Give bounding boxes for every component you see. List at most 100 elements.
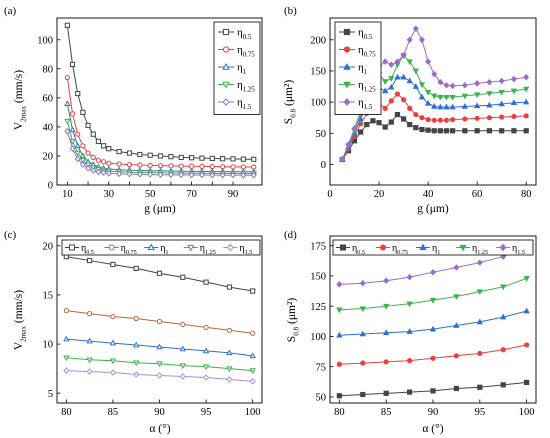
legend-entry: η0.75 — [121, 243, 137, 256]
legend-entry-main: η — [472, 243, 477, 254]
square-marker — [251, 156, 257, 162]
y-axis-label-sub: 2max — [19, 106, 27, 122]
square-marker — [126, 150, 133, 156]
x-tick-label: 90 — [428, 407, 439, 418]
square-marker — [226, 284, 232, 290]
series-0 — [63, 254, 256, 294]
square-marker — [499, 128, 505, 134]
x-tick-label: 80 — [334, 407, 345, 418]
triangle-marker — [202, 347, 210, 354]
x-tick-label: 30 — [104, 189, 115, 200]
legend-entry-main: η — [358, 62, 364, 74]
diamond-marker — [79, 161, 86, 168]
legend-entry-sub: 0.75 — [126, 249, 137, 256]
diamond-marker — [100, 169, 107, 176]
legend-entry-main: η — [358, 79, 364, 91]
legend-entry-main: η — [81, 243, 86, 254]
triangle-down-marker — [498, 89, 505, 96]
circle-marker — [147, 162, 153, 168]
circle-marker — [406, 358, 413, 364]
diamond-marker — [437, 78, 444, 86]
y-axis-label-main: V — [13, 341, 25, 350]
square-marker — [453, 385, 460, 392]
triangle-marker — [226, 349, 233, 356]
diamond-marker — [178, 171, 185, 179]
diamond-marker — [406, 36, 413, 44]
triangle-down-marker — [343, 81, 351, 89]
diamond-marker — [449, 82, 456, 90]
y-axis-label-main: S — [286, 336, 298, 342]
legend-entry: η1.25 — [472, 243, 488, 256]
legend-entry: η0.75 — [392, 243, 408, 256]
series-2 — [63, 335, 256, 359]
legend-entry-main: η — [239, 243, 244, 254]
triangle-down-marker — [249, 368, 256, 375]
x-tick-label: 100 — [519, 407, 535, 418]
square-marker — [85, 122, 91, 129]
y-axis-label-sub: 2max — [19, 326, 27, 342]
triangle-marker — [431, 103, 438, 109]
legend-entry: η1.25 — [358, 79, 376, 93]
triangle-down-marker — [424, 89, 432, 96]
diamond-marker — [343, 98, 351, 106]
square-marker — [95, 138, 102, 145]
legend-entry-main: η — [358, 97, 364, 109]
circle-marker — [400, 97, 407, 103]
circle-marker — [188, 163, 195, 169]
diamond-marker — [95, 168, 102, 176]
square-marker — [500, 382, 506, 388]
y-tick-label: 100 — [310, 98, 326, 109]
circle-marker — [360, 360, 366, 366]
diamond-marker — [156, 372, 163, 379]
triangle-marker — [343, 62, 351, 70]
diamond-marker — [222, 98, 230, 106]
triangle-marker — [86, 337, 93, 344]
triangle-marker — [74, 142, 81, 149]
y-axis-label-unit: (μm²) — [286, 298, 298, 327]
triangle-down-marker — [388, 76, 395, 82]
circle-marker — [168, 163, 174, 169]
square-marker — [364, 121, 370, 128]
series-3 — [63, 355, 256, 375]
panel-label: (d) — [284, 229, 297, 241]
square-marker — [250, 288, 256, 294]
diamond-marker — [85, 165, 92, 172]
triangle-down-marker — [222, 81, 230, 89]
legend-entry: η1.25 — [237, 79, 255, 93]
diamond-marker — [64, 128, 71, 135]
x-tick-label: 95 — [475, 407, 486, 418]
series-0 — [64, 22, 257, 162]
circle-marker — [477, 350, 483, 356]
diamond-marker — [90, 167, 97, 174]
legend-entry: η1 — [432, 243, 440, 256]
diamond-marker — [226, 376, 233, 383]
legend-entry-main: η — [237, 27, 243, 39]
x-tick-label: 20 — [374, 189, 385, 200]
square-marker — [168, 154, 174, 160]
diamond-marker — [63, 367, 70, 374]
triangle-down-marker — [523, 86, 530, 93]
triangle-marker — [394, 73, 401, 80]
legend-entry-sub: 0.5 — [364, 34, 373, 41]
y-tick-label: 5 — [48, 389, 53, 400]
circle-marker — [383, 359, 389, 365]
circle-marker — [500, 347, 506, 353]
legend-entry-sub: 0.75 — [243, 51, 256, 58]
x-tick-label: 50 — [145, 189, 156, 200]
triangle-down-marker — [437, 94, 444, 101]
diamond-marker — [109, 369, 116, 376]
legend-entry: η0.75 — [237, 44, 255, 58]
circle-marker — [250, 330, 256, 336]
y-tick-label: 15 — [43, 291, 54, 302]
triangle-marker — [388, 83, 395, 90]
diamond-marker — [359, 279, 366, 287]
series-1 — [63, 308, 256, 336]
circle-marker — [203, 324, 209, 330]
circle-marker — [413, 111, 419, 118]
diamond-marker — [453, 264, 460, 271]
diamond-marker — [383, 277, 390, 285]
triangle-marker — [443, 103, 450, 110]
legend-entry-main: η — [432, 243, 437, 254]
